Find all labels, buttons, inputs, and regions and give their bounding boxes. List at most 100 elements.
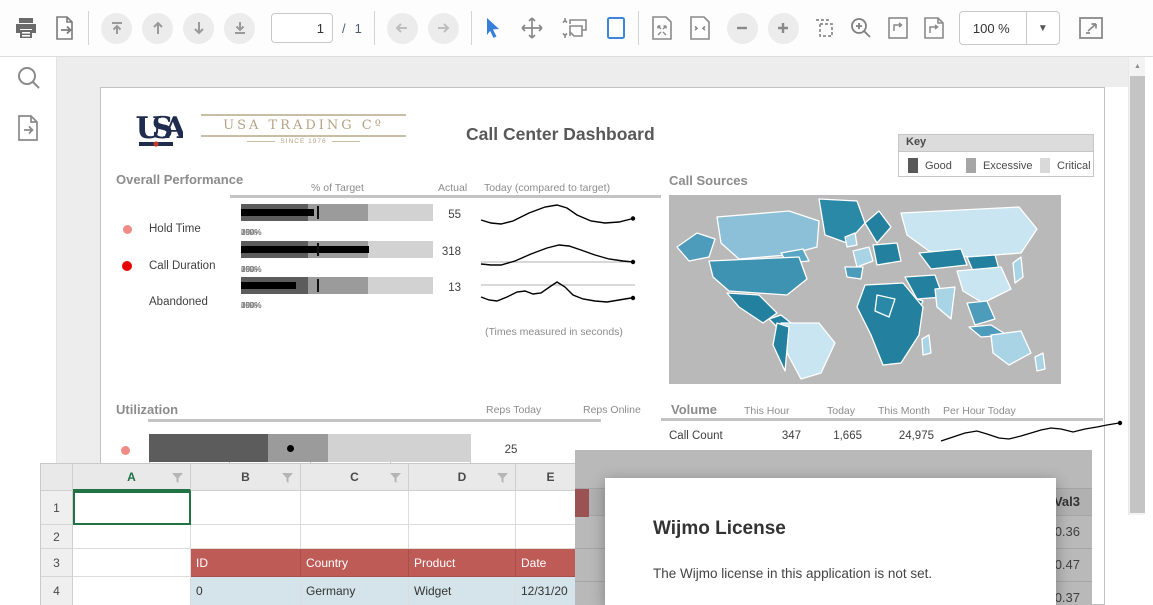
- brand-monogram: USA: [135, 111, 183, 146]
- column-header-reps-online: Reps Online: [583, 404, 641, 416]
- key-swatch-critical: [1040, 158, 1050, 173]
- select-tool-icon[interactable]: [484, 17, 502, 39]
- next-page-icon[interactable]: [183, 12, 214, 44]
- cell-e2[interactable]: [516, 525, 586, 549]
- search-icon[interactable]: [16, 65, 42, 96]
- fit-width-icon[interactable]: [689, 16, 711, 40]
- cell-a2[interactable]: [73, 525, 191, 549]
- cell-a1-selected[interactable]: [73, 491, 191, 525]
- cell-d4[interactable]: Widget: [409, 577, 516, 605]
- filter-icon[interactable]: [282, 473, 293, 483]
- cell-a3[interactable]: [73, 549, 191, 577]
- column-header-this-month: This Month: [878, 405, 930, 417]
- cell-a4[interactable]: [73, 577, 191, 605]
- row-header-4[interactable]: 4: [41, 577, 73, 605]
- status-dot-utilization: [121, 446, 130, 455]
- scrollbar-thumb[interactable]: [1130, 76, 1145, 513]
- chevron-down-icon[interactable]: ▼: [1025, 12, 1059, 44]
- filter-icon[interactable]: [390, 473, 401, 483]
- zoom-in-icon[interactable]: [767, 12, 799, 44]
- status-dot-call-duration: [122, 261, 132, 271]
- cell-e3[interactable]: Date: [516, 549, 586, 577]
- column-header-b[interactable]: B: [191, 464, 301, 491]
- key-label-critical: Critical: [1057, 159, 1091, 172]
- background-grid-value: 0.47: [1054, 557, 1080, 572]
- export-icon[interactable]: [54, 16, 76, 40]
- cell-b3[interactable]: ID: [191, 549, 301, 577]
- fit-page-icon[interactable]: [651, 16, 673, 40]
- sheet-corner-cell[interactable]: [41, 464, 73, 491]
- scrollbar-up-arrow-icon[interactable]: ▲: [1134, 62, 1141, 70]
- print-icon[interactable]: [14, 17, 38, 39]
- first-page-icon[interactable]: [101, 12, 132, 44]
- bullet-chart-call-duration: [241, 241, 433, 258]
- cell-d1[interactable]: [409, 491, 516, 525]
- history-back-icon[interactable]: [386, 12, 418, 44]
- row-header-3[interactable]: 3: [41, 549, 73, 577]
- single-page-view-icon[interactable]: [606, 16, 626, 40]
- zoom-out-icon[interactable]: [726, 12, 758, 44]
- spreadsheet: A B C D E 1 2 3 4: [40, 463, 586, 605]
- metric-actual-value: 318: [441, 246, 461, 258]
- column-header-c[interactable]: C: [301, 464, 409, 491]
- key-swatch-excessive: [966, 158, 976, 173]
- column-header-d[interactable]: D: [409, 464, 516, 491]
- pan-tool-icon[interactable]: [520, 16, 544, 40]
- vertical-scrollbar[interactable]: ▲: [1128, 57, 1145, 515]
- background-grid-value: 0.36: [1054, 524, 1080, 539]
- cell-b2[interactable]: [191, 525, 301, 549]
- fullscreen-icon[interactable]: [1078, 16, 1104, 40]
- row-header-1[interactable]: 1: [41, 491, 73, 525]
- sparkline-abandoned: [480, 281, 636, 303]
- cell-e1[interactable]: [516, 491, 586, 525]
- section-title-volume: Volume: [671, 402, 717, 417]
- filter-icon[interactable]: [497, 473, 508, 483]
- key-item-critical: Critical: [1040, 158, 1091, 173]
- cell-e4[interactable]: 12/31/20: [516, 577, 586, 605]
- magnifier-plus-icon[interactable]: [849, 16, 873, 40]
- metric-label: Hold Time: [149, 223, 201, 235]
- last-page-icon[interactable]: [224, 12, 255, 44]
- column-header-per-hour-today: Per Hour Today: [943, 405, 1016, 417]
- column-header-target: % of Target: [311, 182, 364, 194]
- viewer-toolbar: / 1: [0, 0, 1153, 57]
- volume-this-hour-value: 347: [781, 430, 801, 442]
- marquee-zoom-icon[interactable]: [813, 17, 835, 39]
- key-label-good: Good: [925, 159, 952, 172]
- zoom-dropdown[interactable]: 100 % ▼: [958, 11, 1060, 45]
- toolbar-separator: [88, 11, 89, 45]
- cell-b1[interactable]: [191, 491, 301, 525]
- snapshot-tool-icon[interactable]: [562, 16, 588, 40]
- page-view-icon[interactable]: [923, 16, 945, 40]
- cell-d3[interactable]: Product: [409, 549, 516, 577]
- bullet-chart-abandoned: [241, 277, 433, 294]
- cell-c1[interactable]: [301, 491, 409, 525]
- page-title: Call Center Dashboard: [466, 124, 655, 144]
- volume-today-value: 1,665: [833, 430, 862, 442]
- volume-this-month-value: 24,975: [898, 430, 934, 442]
- filter-icon[interactable]: [172, 473, 183, 483]
- row-header-2[interactable]: 2: [41, 525, 73, 549]
- sparkline-call-duration: [480, 244, 636, 266]
- page-separator: /: [342, 20, 346, 36]
- export-panel-icon[interactable]: [16, 114, 40, 147]
- cell-b4[interactable]: 0: [191, 577, 301, 605]
- column-header-today: Today (compared to target): [484, 182, 611, 194]
- toolbar-separator: [373, 11, 375, 45]
- section-title-overall-performance: Overall Performance: [116, 172, 244, 187]
- key-swatch-good: [908, 158, 918, 173]
- metric-label: Abandoned: [149, 296, 208, 308]
- cell-c4[interactable]: Germany: [301, 577, 409, 605]
- previous-page-icon[interactable]: [142, 12, 173, 44]
- page-number-input[interactable]: [271, 13, 333, 43]
- cell-c3[interactable]: Country: [301, 549, 409, 577]
- history-forward-icon[interactable]: [427, 12, 459, 44]
- cell-d2[interactable]: [409, 525, 516, 549]
- reps-today-value: 25: [504, 444, 518, 456]
- column-header-e[interactable]: E: [516, 464, 586, 491]
- volume-row-label: Call Count: [669, 430, 723, 442]
- cell-c2[interactable]: [301, 525, 409, 549]
- column-header-a[interactable]: A: [73, 464, 191, 491]
- continuous-view-icon[interactable]: [887, 16, 909, 40]
